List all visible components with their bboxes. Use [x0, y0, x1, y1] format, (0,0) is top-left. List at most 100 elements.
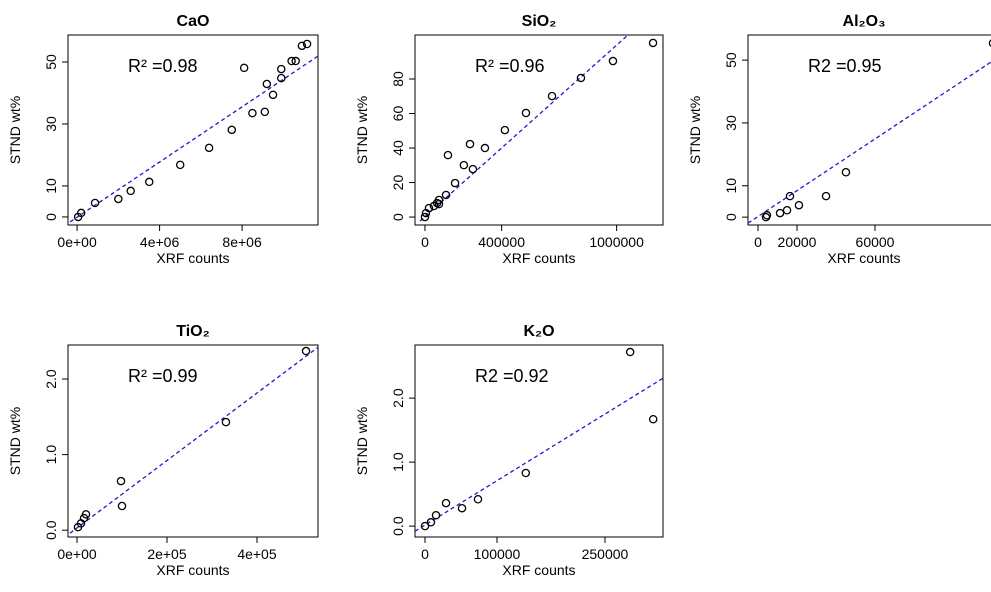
- plot-box: [747, 34, 991, 226]
- data-point: [441, 190, 451, 200]
- data-point: [420, 521, 430, 531]
- panel-title: K₂O: [523, 323, 554, 340]
- r2-annotation: R² =0.99: [128, 366, 198, 386]
- plot-box: [67, 34, 319, 226]
- x-axis-label: XRF counts: [156, 562, 229, 578]
- data-point: [114, 194, 123, 204]
- data-point: [821, 191, 831, 201]
- fit-line: [419, 34, 629, 222]
- y-tick-label: 1.0: [43, 445, 59, 465]
- data-point: [608, 56, 618, 66]
- x-tick-label: 0e+00: [57, 546, 97, 562]
- panel: K₂O 0 100000 250000 0.0 1.0 2.0 XRF counts STND …: [354, 323, 664, 578]
- data-point: [775, 208, 785, 218]
- panel: SiO₂ 0 400000 1000000 0 20 40 60 80 XRF counts STN…: [354, 13, 664, 266]
- x-tick-label: 250000: [582, 546, 629, 562]
- y-axis-label: STND wt%: [354, 407, 370, 475]
- y-tick-label: 50: [723, 52, 739, 68]
- y-tick-label: 0.0: [43, 520, 59, 540]
- panel-title: CaO: [177, 13, 210, 30]
- data-point: [457, 503, 467, 513]
- x-tick-label: 4e+05: [237, 546, 277, 562]
- data-point: [434, 199, 444, 209]
- data-point: [648, 38, 658, 48]
- plot-box: [67, 344, 319, 538]
- y-axis-label: STND wt%: [7, 96, 23, 164]
- y-tick-label: 0: [723, 213, 739, 221]
- r2-annotation: R² =0.98: [128, 56, 198, 76]
- data-point: [426, 518, 436, 527]
- data-point: [841, 167, 851, 177]
- data-point: [521, 468, 531, 478]
- data-point: [794, 200, 804, 210]
- panel: CaO 0e+00 4e+06 8e+06 0 10 30 50 XRF counts STND …: [7, 13, 319, 266]
- data-point: [547, 91, 557, 101]
- y-axis-label: STND wt%: [354, 96, 370, 164]
- fit-line: [747, 61, 991, 224]
- y-tick-label: 10: [43, 178, 59, 194]
- data-point: [302, 39, 312, 49]
- plot-box: [414, 34, 664, 226]
- data-point: [521, 108, 531, 118]
- data-point: [297, 41, 307, 51]
- data-point: [431, 510, 441, 520]
- y-tick-label: 80: [390, 71, 406, 87]
- panel: Al₂O₃ 0 20000 60000 0 10 30 50 XRF counts STND wt…: [687, 13, 991, 266]
- plot-box: [414, 344, 664, 538]
- y-tick-label: 0: [43, 213, 59, 221]
- y-axis-label: STND wt%: [7, 407, 23, 475]
- x-tick-label: 400000: [478, 234, 525, 250]
- data-point: [175, 160, 185, 170]
- data-point: [268, 90, 278, 100]
- data-point: [277, 73, 286, 83]
- data-point: [204, 143, 214, 153]
- data-point: [648, 414, 658, 424]
- y-tick-label: 20: [390, 175, 406, 191]
- panel-title: TiO₂: [176, 323, 209, 340]
- data-point: [424, 203, 434, 213]
- data-point: [459, 160, 469, 170]
- data-point: [239, 63, 249, 73]
- panel: TiO₂ 0e+00 2e+05 4e+05 0.0 1.0 2.0 XRF counts ST…: [7, 323, 319, 578]
- y-tick-label: 40: [390, 140, 406, 156]
- data-point: [262, 79, 272, 89]
- data-point: [248, 108, 257, 118]
- panel-title: Al₂O₃: [843, 13, 886, 30]
- x-tick-label: 20000: [778, 234, 817, 250]
- y-tick-label: 0.0: [390, 516, 406, 536]
- x-axis-label: XRF counts: [827, 250, 900, 266]
- data-point: [473, 494, 483, 504]
- y-axis-label: STND wt%: [687, 96, 703, 164]
- x-tick-label: 0e+00: [57, 234, 97, 250]
- data-point: [625, 347, 635, 357]
- y-tick-label: 0: [390, 213, 406, 221]
- y-tick-label: 2.0: [43, 369, 59, 389]
- data-point: [500, 125, 510, 135]
- data-point: [480, 143, 490, 153]
- fit-line: [69, 55, 319, 223]
- x-tick-label: 0: [754, 234, 762, 250]
- x-axis-label: XRF counts: [502, 250, 575, 266]
- fit-line: [69, 346, 319, 534]
- x-tick-label: 8e+06: [222, 234, 262, 250]
- data-point: [287, 56, 296, 66]
- x-axis-label: XRF counts: [502, 562, 575, 578]
- data-point: [434, 195, 444, 205]
- data-point: [468, 164, 478, 174]
- r2-annotation: R2 =0.95: [808, 56, 882, 76]
- data-point: [762, 211, 772, 220]
- data-point: [576, 73, 586, 83]
- data-point: [291, 56, 300, 66]
- data-point: [116, 476, 126, 486]
- y-tick-label: 10: [723, 178, 739, 194]
- data-point: [988, 39, 991, 47]
- data-point: [221, 417, 231, 427]
- data-point: [145, 177, 154, 187]
- x-tick-label: 4e+06: [140, 234, 180, 250]
- data-point: [277, 64, 286, 74]
- fit-line: [414, 377, 664, 532]
- x-tick-label: 1000000: [589, 234, 644, 250]
- data-point: [301, 346, 311, 356]
- data-point: [450, 178, 460, 188]
